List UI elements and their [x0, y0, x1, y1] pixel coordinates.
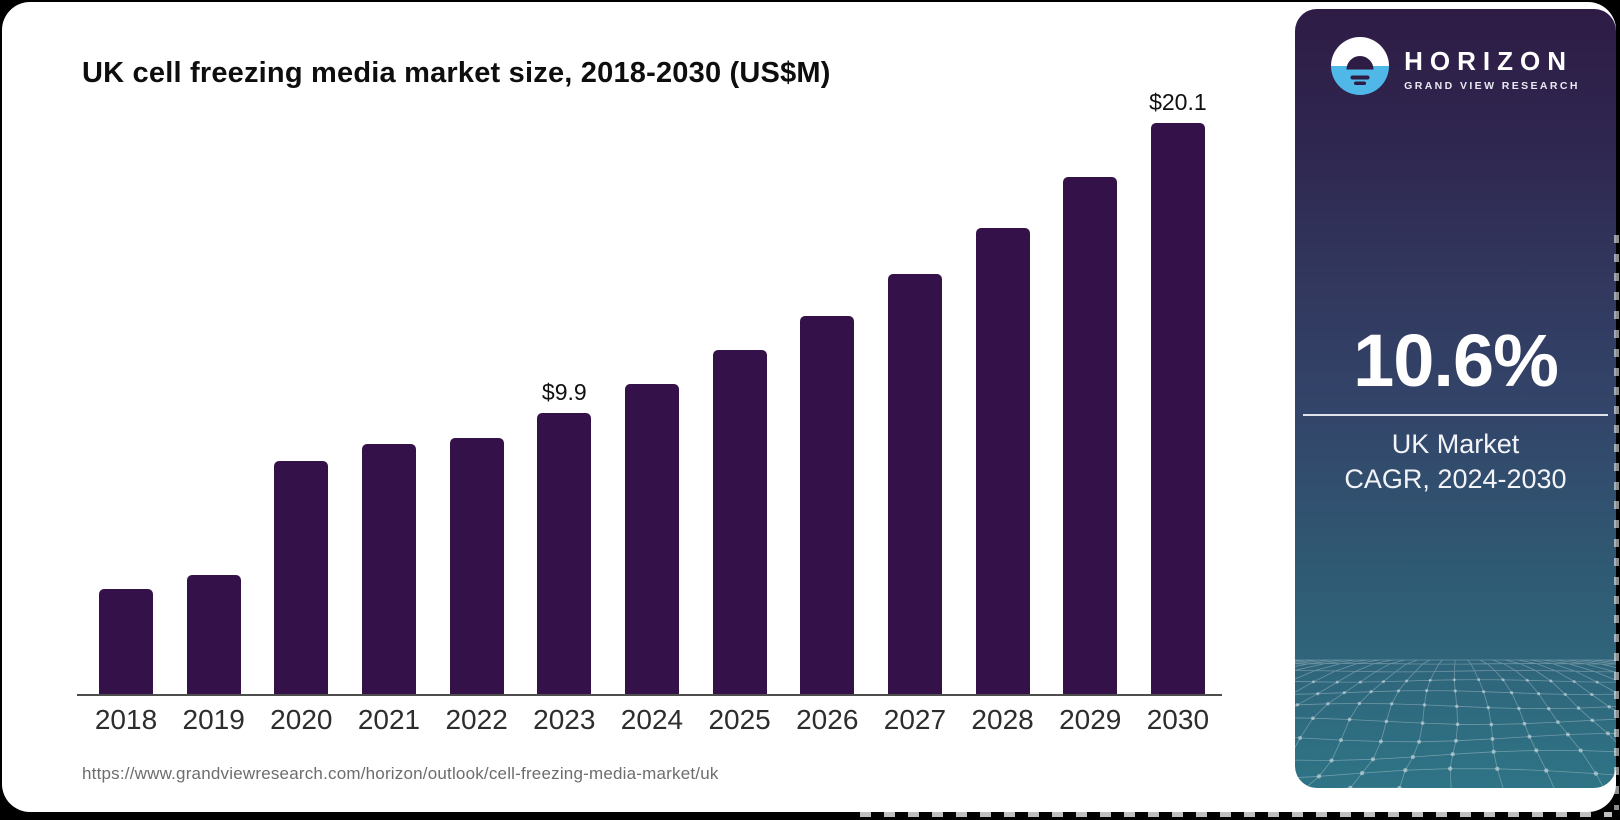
chart-title: UK cell freezing media market size, 2018… [82, 57, 831, 90]
bar-series: $9.9 $20.1 [77, 89, 1222, 694]
x-axis-tick-2027: 2027 [883, 704, 947, 735]
bar-2020 [274, 461, 329, 694]
bar-2024 [624, 384, 679, 694]
x-axis-tick-2029: 2029 [1059, 704, 1122, 735]
x-axis-tick-2028: 2028 [971, 704, 1034, 735]
bar-2028 [975, 228, 1030, 694]
x-axis-tick-2025: 2025 [708, 704, 771, 735]
brand-name: HORIZON [1404, 45, 1574, 76]
cagr-stat-caption: UK Market CAGR, 2024-2030 [1295, 427, 1616, 497]
brand-logo: HORIZON GRAND VIEW RESEARCH [1295, 37, 1616, 100]
x-axis-tick-2018: 2018 [94, 704, 158, 735]
bar-2018 [99, 589, 153, 694]
brand-sidebar: HORIZON GRAND VIEW RESEARCH 10.6% UK Mar… [1295, 9, 1616, 788]
source-url: https://www.grandviewresearch.com/horizo… [82, 764, 719, 783]
x-axis-tick-2020: 2020 [270, 704, 333, 735]
stat-divider [1303, 414, 1608, 416]
bar-2027 [887, 274, 942, 694]
bar-value-label-2023: $9.9 [541, 379, 587, 405]
stat-caption-line1: UK Market [1391, 429, 1520, 459]
x-axis-line [77, 694, 1222, 696]
x-axis-tick-2030: 2030 [1146, 704, 1210, 735]
mesh-overflow-dashes-right [1614, 235, 1619, 810]
bar-2026 [800, 316, 855, 694]
x-axis-tick-2019: 2019 [182, 704, 245, 735]
bar-chart: $9.9 $20.1 2018 2019 2020 2021 2022 2023 2024 20… [77, 89, 1222, 736]
horizon-sun-logo-icon [1331, 37, 1390, 100]
wireframe-mesh-graphic [1295, 659, 1616, 788]
bar-2025 [712, 350, 767, 694]
x-axis-tick-2026: 2026 [796, 704, 859, 735]
x-axis-tick-2022: 2022 [445, 704, 508, 735]
bar-2021 [361, 444, 416, 694]
bar-value-label-2030: $20.1 [1149, 89, 1207, 115]
bar-2029 [1063, 177, 1118, 694]
x-axis-tick-2021: 2021 [357, 704, 421, 735]
x-axis-tick-2023: 2023 [533, 704, 596, 735]
brand-tagline: GRAND VIEW RESEARCH [1404, 79, 1580, 92]
bar-2019 [186, 575, 241, 694]
bar-2030: $20.1 [1149, 89, 1207, 694]
x-axis-tick-2024: 2024 [620, 704, 684, 735]
bar-2022 [449, 438, 504, 694]
mesh-overflow-dashes-bottom [860, 812, 1612, 817]
bar-2023: $9.9 [537, 379, 592, 694]
brand-wordmark: HORIZON GRAND VIEW RESEARCH [1404, 46, 1580, 92]
cagr-stat-value: 10.6% [1353, 319, 1559, 402]
x-axis-labels: 2018 2019 2020 2021 2022 2023 2024 2025 2026 2027… [77, 704, 1222, 736]
stat-caption-line2: CAGR, 2024-2030 [1344, 464, 1567, 494]
